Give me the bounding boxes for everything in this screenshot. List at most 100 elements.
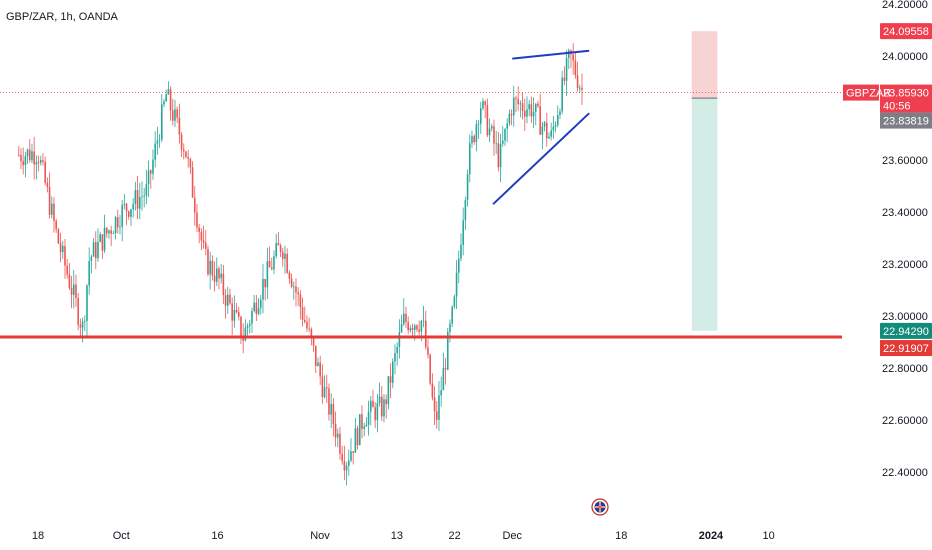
candle-body (532, 112, 535, 117)
candle-body (471, 136, 473, 144)
x-tick-label: 13 (391, 530, 403, 542)
candle-body (444, 367, 447, 370)
candle-body (196, 212, 198, 228)
time-axis[interactable]: 18 Oct 16 Nov 13 22 Dec 18 2024 10 (32, 530, 775, 542)
candle-body (407, 322, 409, 331)
candle-body (306, 321, 308, 329)
candle-body (174, 109, 176, 121)
candle-body (20, 155, 22, 162)
symbol-tag: GBPZAR (843, 84, 891, 101)
candle-body (521, 103, 524, 111)
target-price-tag: 22.94290 (880, 322, 932, 339)
candle-body (374, 407, 376, 421)
candle-body (339, 433, 341, 454)
candle-body (497, 143, 500, 168)
candle-body (405, 313, 407, 323)
candle-body (220, 273, 222, 279)
candle-body (528, 104, 530, 110)
candle-body (567, 50, 570, 58)
candle-body (68, 274, 71, 288)
candle-body (193, 197, 196, 213)
candle-body (160, 104, 163, 140)
candle-body (411, 327, 414, 330)
candle-body (141, 196, 143, 198)
candle-body (378, 396, 381, 404)
candle-body (468, 143, 471, 175)
candle-body (268, 260, 271, 268)
candle-body (394, 353, 396, 362)
candle-body (510, 113, 513, 116)
candle-body (31, 151, 33, 161)
candle-body (284, 253, 286, 259)
candle-body (202, 240, 205, 243)
candle-body (279, 245, 282, 252)
candle-body (17, 154, 20, 156)
candle-body (508, 113, 511, 124)
candle-body (94, 242, 97, 259)
drawing-overlays (0, 49, 842, 339)
candle-body (334, 424, 337, 438)
x-tick-label: 10 (763, 530, 775, 542)
candle-body (75, 284, 77, 299)
candle-body (548, 136, 550, 139)
candle-body (167, 89, 170, 95)
candle-body (90, 256, 93, 262)
candle-body (198, 227, 200, 232)
candle-body (209, 260, 211, 275)
candle-body (99, 234, 101, 242)
candle-body (251, 310, 253, 324)
candle-body (345, 465, 348, 471)
candle-body (28, 149, 31, 161)
candle-body (231, 303, 233, 321)
price-axis[interactable]: 24.2000024.0000023.8000023.6000023.40000… (882, 0, 928, 479)
candle-body (561, 77, 563, 112)
candle-body (539, 106, 541, 135)
candle-body (576, 75, 579, 89)
support-price-bg (880, 340, 932, 357)
candle-body (347, 460, 350, 466)
candle-body (246, 325, 249, 328)
candle-body (180, 134, 183, 150)
candle-body (86, 285, 88, 321)
entry-price-bg (880, 112, 932, 129)
candle-body (299, 294, 302, 308)
target-price-tag-bg (880, 322, 932, 339)
candle-body (233, 309, 236, 321)
candle-body (325, 387, 328, 389)
candle-body (273, 256, 275, 270)
candle-body (127, 211, 130, 217)
x-tick-label: 22 (448, 530, 460, 542)
candle-body (433, 397, 436, 412)
candle-body (222, 273, 225, 296)
candle-body (440, 390, 442, 396)
candle-body (446, 332, 449, 370)
flag-icon[interactable] (591, 498, 609, 516)
candle-body (229, 294, 231, 304)
candle-body (116, 217, 119, 228)
x-tick-label: 16 (211, 530, 223, 542)
candle-body (495, 143, 497, 145)
candle-body (136, 190, 139, 209)
candle-body (301, 307, 304, 320)
candle-body (218, 268, 220, 279)
candle-body (317, 362, 319, 366)
current-price-text: 23.85930 (883, 88, 929, 100)
support-price-text: 22.91907 (883, 343, 929, 355)
candle-body (506, 123, 508, 129)
candle-body (457, 258, 460, 273)
candle-body (57, 229, 60, 244)
candle-body (512, 97, 515, 116)
x-tick-label: Oct (113, 530, 130, 542)
candle-body (44, 161, 46, 183)
y-tick-label: 22.40000 (882, 467, 928, 479)
candle-body (189, 159, 192, 168)
candle-body (297, 292, 299, 295)
candle-body (156, 140, 159, 144)
candle-body (46, 182, 49, 187)
y-tick-label: 23.40000 (882, 207, 928, 219)
candle-body (453, 296, 456, 307)
candle-body (354, 428, 357, 453)
symbol-tag-text: GBPZAR (846, 88, 891, 100)
y-tick-label: 23.60000 (882, 155, 928, 167)
